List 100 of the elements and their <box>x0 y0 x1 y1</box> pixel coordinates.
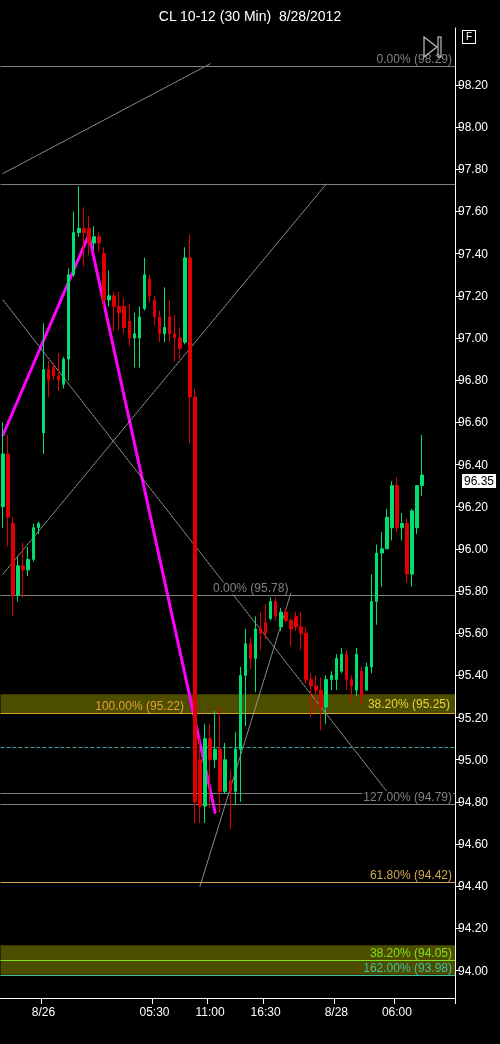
candlestick <box>138 305 141 368</box>
candlestick <box>279 607 283 632</box>
candlestick <box>395 476 399 533</box>
candlestick <box>274 596 277 622</box>
ref-line-label: 127.00% (94.79) <box>363 790 452 804</box>
y-tick-label: 97.40 <box>458 246 489 261</box>
candlestick <box>1 421 5 529</box>
ref-line-label: 0.00% (98.29) <box>376 51 452 66</box>
candlestick <box>143 257 146 312</box>
candlestick <box>62 356 65 390</box>
candlestick <box>223 742 227 794</box>
candlestick <box>370 573 373 674</box>
candlestick <box>21 542 25 598</box>
y-tick-label: 98.20 <box>458 77 489 92</box>
candlestick <box>133 312 136 368</box>
chart-title: CL 10-12 (30 Min) 8/28/2012 <box>158 8 342 24</box>
candlestick <box>77 185 81 238</box>
candlestick <box>52 362 55 381</box>
candlestick <box>173 314 176 362</box>
candlestick <box>208 723 212 809</box>
y-tick-label: 94.00 <box>458 963 489 978</box>
band-label: 38.20% (95.25) <box>367 696 450 711</box>
candlestick <box>335 653 338 691</box>
candlestick <box>355 647 358 697</box>
candlestick <box>218 706 222 813</box>
ref-line-label: 100.00% (95.22) <box>95 699 184 714</box>
y-tick-label: 94.80 <box>458 794 489 809</box>
candlestick <box>254 615 257 693</box>
candlestick <box>47 360 50 398</box>
y-tick-label: 98.00 <box>458 120 489 135</box>
ref-line-label: 162.00% (93.98) <box>363 960 452 975</box>
candlestick <box>72 210 75 278</box>
x-tick-label: 11:00 <box>195 1005 225 1019</box>
candlestick <box>365 662 368 691</box>
y-tick-label: 97.20 <box>458 288 489 303</box>
candlestick <box>97 232 101 253</box>
candlestick <box>324 674 328 725</box>
y-tick-label: 96.00 <box>458 541 489 556</box>
candlestick <box>168 299 171 343</box>
candlestick <box>213 710 217 769</box>
y-tick-label: 96.40 <box>458 457 489 472</box>
candlestick <box>234 731 237 805</box>
candlestick <box>269 596 272 622</box>
candlestick <box>203 723 207 824</box>
candlestick <box>102 246 106 309</box>
candlestick <box>360 666 363 706</box>
candlestick <box>249 636 252 670</box>
y-tick-label: 95.60 <box>458 626 489 641</box>
y-tick-label: 94.60 <box>458 837 489 852</box>
candlestick <box>229 769 232 830</box>
candlestick <box>244 628 247 727</box>
candlestick <box>158 310 161 343</box>
candlestick <box>239 666 242 803</box>
candlestick <box>42 322 45 455</box>
x-tick-label: 05:30 <box>139 1005 170 1019</box>
candlestick <box>259 611 262 651</box>
y-tick-label: 95.20 <box>458 710 489 725</box>
candlestick <box>37 520 40 535</box>
y-tick-label: 97.00 <box>458 330 489 345</box>
ref-line-label: 61.80% (94.42) <box>369 868 452 883</box>
ref-line-label: 38.20% (94.05) <box>369 946 452 961</box>
x-tick-label: 8/26 <box>31 1005 56 1019</box>
candlestick <box>92 225 96 250</box>
candlestick <box>163 286 166 343</box>
candlestick <box>405 518 409 584</box>
y-tick-label: 97.60 <box>458 204 489 219</box>
y-tick-label: 96.60 <box>458 415 489 430</box>
ref-line-label: 0.00% (95.78) <box>213 581 289 596</box>
candlestick <box>153 295 156 326</box>
candlestick <box>400 512 404 541</box>
candlestick <box>264 603 267 641</box>
y-tick-label: 96.20 <box>458 499 489 514</box>
y-tick-label: 95.80 <box>458 584 489 599</box>
candlestick <box>6 434 10 548</box>
candlestick <box>178 326 182 360</box>
text: 96.35 <box>464 474 495 489</box>
y-tick-label: 97.80 <box>458 162 489 177</box>
candlestick <box>345 649 348 691</box>
y-tick-label: 96.80 <box>458 373 489 388</box>
candlestick <box>107 270 111 307</box>
x-tick-label: 06:00 <box>381 1005 413 1019</box>
y-tick-label: 94.20 <box>458 921 489 936</box>
candlestick <box>183 246 187 345</box>
candlestick <box>128 303 131 347</box>
x-tick-label: 16:30 <box>250 1005 281 1019</box>
y-tick-label: 94.40 <box>458 879 489 894</box>
x-tick-label: 8/28 <box>324 1005 349 1019</box>
candlestick <box>26 546 30 577</box>
candlestick <box>57 352 60 392</box>
text: F <box>462 30 476 44</box>
candlestick <box>148 274 151 303</box>
candlestick <box>16 556 20 603</box>
y-tick-label: 95.00 <box>458 752 489 767</box>
candlestick <box>340 647 343 674</box>
candlestick <box>67 267 70 381</box>
y-tick-label: 95.40 <box>458 668 489 683</box>
candlestick <box>11 516 15 617</box>
candlestick <box>330 670 333 691</box>
candlestick <box>32 523 35 562</box>
candlestick <box>350 674 353 704</box>
